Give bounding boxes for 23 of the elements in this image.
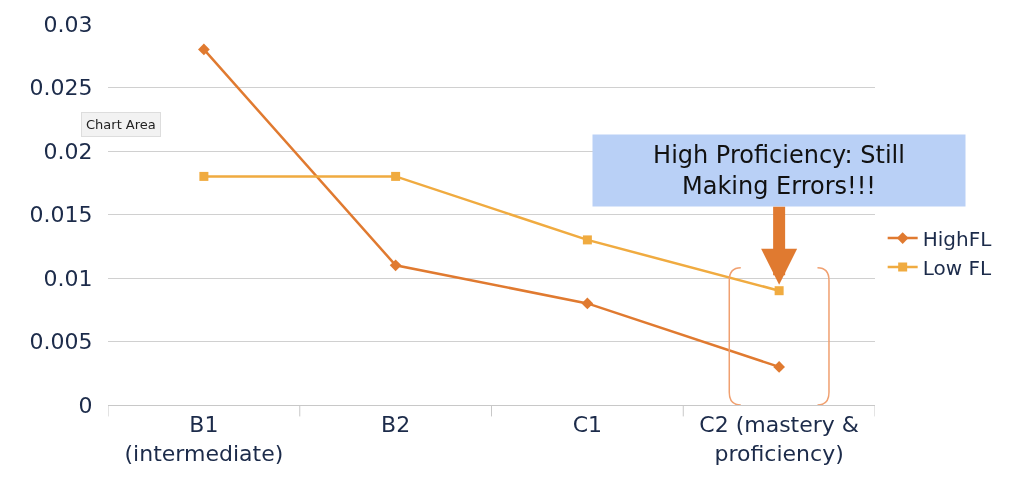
point: [391, 171, 401, 181]
point: [774, 286, 784, 296]
point: [198, 43, 210, 56]
point: [581, 297, 594, 310]
point: [199, 171, 209, 181]
y-tick-label: 0.03: [43, 11, 93, 37]
y-tick-label: 0: [78, 392, 93, 418]
x-tick-label: C1: [572, 412, 603, 438]
y-tick-label: 0.01: [43, 265, 93, 291]
x-tick-label: B1 (intermediate): [124, 412, 284, 466]
point: [389, 259, 402, 272]
y-tick-label: 0.005: [29, 329, 93, 355]
legend-label: Low FL: [922, 255, 992, 280]
x-tick-label: C2 (mastery & proficiency): [699, 412, 859, 466]
x-tick-label: B2: [381, 412, 411, 438]
point: [582, 235, 592, 245]
legend-label: HighFL: [922, 226, 993, 251]
y-tick-label: 0.025: [29, 75, 93, 101]
point: [773, 361, 785, 373]
y-tick-label: 0.02: [43, 138, 93, 164]
annotation: Chart Area: [86, 117, 156, 132]
y-tick-label: 0.015: [29, 202, 93, 228]
annotation: High Proficiency: Still Making Errors!!!: [653, 141, 905, 201]
